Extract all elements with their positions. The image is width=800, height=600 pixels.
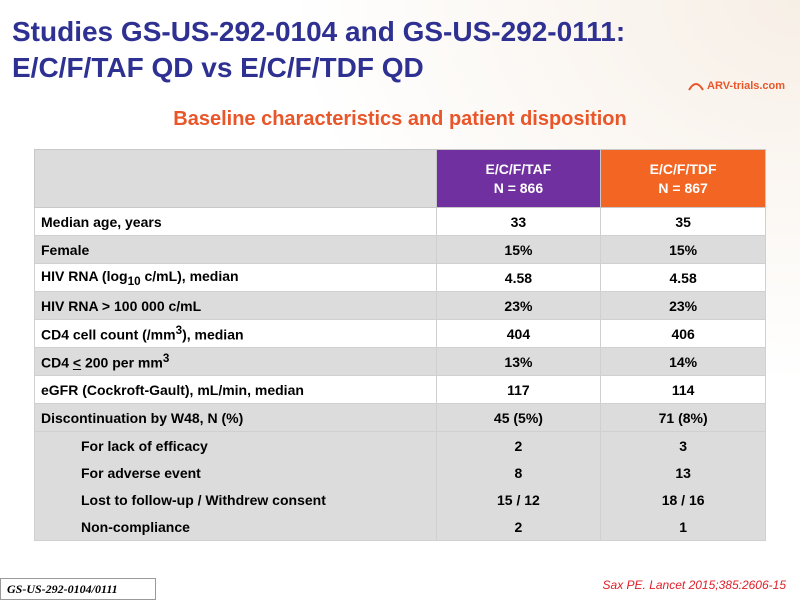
header-blank <box>34 149 437 208</box>
row-value-tdf: 13 <box>600 459 766 486</box>
row-value-tdf: 15% <box>600 235 766 264</box>
row-label: For lack of efficacy <box>34 431 437 459</box>
row-label-superscript: 3 <box>175 324 183 338</box>
row-label-main: CD4 <box>41 354 73 371</box>
row-value-tdf: 23% <box>600 291 766 320</box>
row-label-mid: 200 per mm <box>81 354 163 371</box>
row-label: Lost to follow-up / Withdrew consent <box>34 486 437 513</box>
row-value-taf: 2 <box>435 431 602 459</box>
table-header-row: E/C/F/TAF N = 866 E/C/F/TDF N = 867 <box>34 149 766 208</box>
table-row-sub: For adverse event 8 13 <box>34 459 766 486</box>
row-label: Median age, years <box>34 207 437 236</box>
row-label: For adverse event <box>34 459 437 486</box>
row-value-taf: 117 <box>435 375 602 404</box>
logo-mark-icon <box>688 83 704 91</box>
row-label-superscript: 3 <box>162 352 170 366</box>
slide-subtitle: Baseline characteristics and patient dis… <box>173 108 627 130</box>
arv-trials-logo: ARV-trials.com <box>688 80 785 92</box>
table-row: CD4 < 200 per mm3 13% 14% <box>34 347 766 376</box>
row-value-tdf: 114 <box>600 375 766 404</box>
study-tag: GS-US-292-0104/0111 <box>0 578 156 600</box>
row-label-underlined: < <box>72 354 82 371</box>
table-row-sub: Non-compliance 2 1 <box>34 513 766 541</box>
row-value-taf: 15% <box>435 235 602 264</box>
table-row: eGFR (Cockroft-Gault), mL/min, median 11… <box>34 375 766 404</box>
row-label-main: HIV RNA (log <box>41 267 128 284</box>
row-label: HIV RNA > 100 000 c/mL <box>34 291 437 320</box>
row-value-tdf: 3 <box>600 431 766 459</box>
slide-title: Studies GS-US-292-0104 and GS-US-292-011… <box>12 14 625 86</box>
row-label-subscript: 10 <box>127 274 141 288</box>
header-tdf-n: N = 867 <box>658 179 708 196</box>
table-row: Female 15% 15% <box>34 235 766 264</box>
table-row-sub: Lost to follow-up / Withdrew consent 15 … <box>34 486 766 513</box>
citation: Sax PE. Lancet 2015;385:2606-15 <box>602 578 786 592</box>
table-row-sub: For lack of efficacy 2 3 <box>34 431 766 459</box>
row-value-tdf: 35 <box>600 207 766 236</box>
table-row: HIV RNA > 100 000 c/mL 23% 23% <box>34 291 766 320</box>
row-label: Discontinuation by W48, N (%) <box>34 403 437 432</box>
row-value-taf: 13% <box>435 347 602 376</box>
row-value-tdf: 14% <box>600 347 766 376</box>
row-value-taf: 8 <box>435 459 602 486</box>
row-value-taf: 23% <box>435 291 602 320</box>
baseline-table: E/C/F/TAF N = 866 E/C/F/TDF N = 867 Medi… <box>34 149 766 541</box>
row-value-tdf: 406 <box>600 319 766 348</box>
row-label: eGFR (Cockroft-Gault), mL/min, median <box>34 375 437 404</box>
row-label-end: c/mL), median <box>140 267 239 284</box>
row-value-taf: 4.58 <box>435 263 602 292</box>
header-tdf-name: E/C/F/TDF <box>649 160 717 177</box>
row-value-taf: 404 <box>435 319 602 348</box>
table-row: HIV RNA (log10 c/mL), median 4.58 4.58 <box>34 263 766 292</box>
row-value-taf: 15 / 12 <box>435 486 602 513</box>
header-taf: E/C/F/TAF N = 866 <box>435 149 602 208</box>
row-value-taf: 45 (5%) <box>435 403 602 432</box>
table-row: Median age, years 33 35 <box>34 207 766 236</box>
row-label-main: CD4 cell count (/mm <box>41 326 176 343</box>
row-value-tdf: 4.58 <box>600 263 766 292</box>
row-label: HIV RNA (log10 c/mL), median <box>34 263 437 292</box>
table-row: CD4 cell count (/mm3), median 404 406 <box>34 319 766 348</box>
row-label: CD4 cell count (/mm3), median <box>34 319 437 348</box>
logo-text: ARV-trials.com <box>707 80 786 92</box>
row-value-tdf: 18 / 16 <box>600 486 766 513</box>
table-row: Discontinuation by W48, N (%) 45 (5%) 71… <box>34 403 766 432</box>
row-value-tdf: 1 <box>600 513 766 541</box>
header-taf-name: E/C/F/TAF <box>485 160 552 177</box>
row-label-end: ), median <box>182 326 244 343</box>
row-label: CD4 < 200 per mm3 <box>34 347 437 376</box>
row-label: Female <box>34 235 437 264</box>
header-taf-n: N = 866 <box>493 179 544 196</box>
row-value-taf: 33 <box>435 207 602 236</box>
title-line-2: E/C/F/TAF QD vs E/C/F/TDF QD <box>12 52 424 83</box>
row-value-tdf: 71 (8%) <box>600 403 766 432</box>
row-label: Non-compliance <box>34 513 437 541</box>
title-line-1: Studies GS-US-292-0104 and GS-US-292-011… <box>12 16 626 47</box>
row-value-taf: 2 <box>435 513 602 541</box>
header-tdf: E/C/F/TDF N = 867 <box>600 149 766 208</box>
